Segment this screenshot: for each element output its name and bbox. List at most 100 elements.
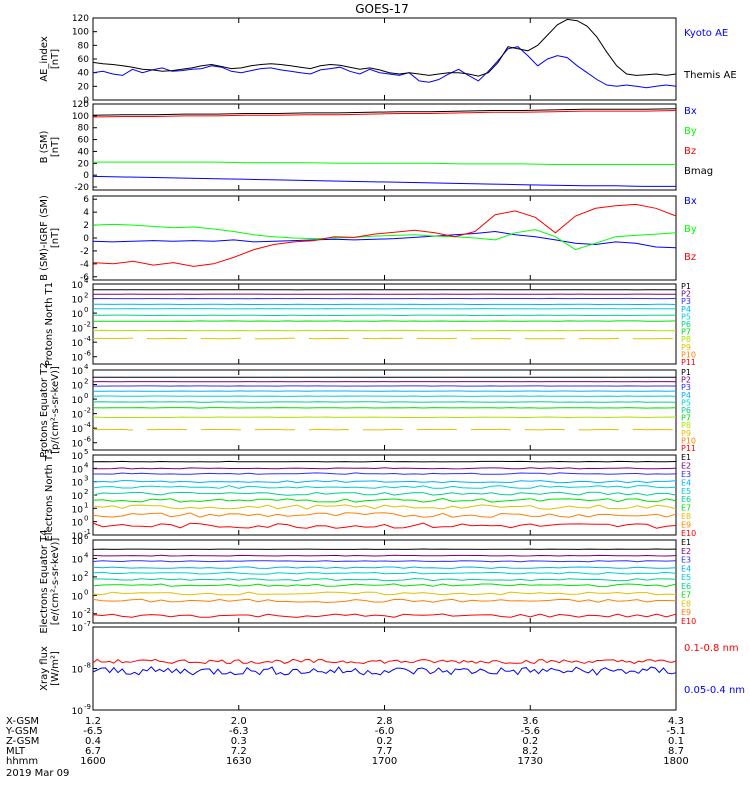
channel-label: E10: [681, 617, 696, 626]
y-tick-label: 2: [83, 221, 89, 231]
series-line: [92, 110, 677, 118]
y-tick-label: 120: [72, 14, 89, 24]
channel-label: E10: [681, 529, 696, 538]
y-tick-label: 10: [72, 281, 84, 291]
channel-label: E5: [681, 573, 691, 582]
y-tick-exponent: -2: [84, 321, 91, 329]
channel-label: E3: [681, 470, 691, 479]
y-tick-exponent: -1: [84, 528, 91, 536]
footer-value: 8.7: [668, 746, 684, 757]
y-tick-label: 10: [72, 354, 84, 364]
y-tick-label: 10: [72, 396, 84, 406]
footer-value: -5.6: [520, 726, 540, 737]
y-tick-exponent: -2: [84, 407, 91, 415]
series-line: [92, 175, 676, 187]
series-line: [93, 161, 676, 165]
y-tick-exponent: 0: [84, 515, 88, 523]
channel-label: E5: [681, 487, 691, 496]
channel-label: P1: [681, 368, 691, 377]
channel-label: E4: [681, 564, 691, 573]
channel-label: P3: [681, 383, 691, 392]
channel-label: E4: [681, 478, 691, 487]
y-tick-label: 10: [72, 382, 84, 392]
y-tick-exponent: 4: [84, 363, 89, 371]
series-line: [92, 46, 677, 89]
y-tick-label: 10: [72, 465, 84, 475]
footer-value: 0.1: [668, 736, 684, 747]
y-axis-label: Electrons Equator T4: [39, 529, 50, 633]
y-axis-label: [W/m²]: [50, 651, 61, 686]
channel-line: [92, 583, 677, 588]
y-tick-label: 10: [72, 411, 84, 421]
y-axis-label: [p/(cm²-s-sr-keV)]: [50, 366, 61, 454]
legend-label: Bz: [684, 146, 696, 157]
y-tick-label: 10: [72, 425, 84, 435]
y-tick-label: 0: [83, 96, 89, 106]
y-tick-exponent: -4: [84, 421, 92, 429]
y-axis-label: [nT]: [50, 137, 61, 157]
y-axis-label: [e/(cm²-s-sr-keV)]: [50, 538, 61, 626]
y-tick-label: 0: [83, 234, 89, 244]
date-label: 2019 Mar 09: [6, 768, 69, 779]
panel-frame: [92, 283, 677, 365]
y-axis-label: Electrons North T3: [44, 448, 55, 541]
channel-label: P6: [681, 406, 691, 415]
channel-line: [92, 571, 677, 575]
legend-label: 0.1-0.8 nm: [684, 643, 739, 654]
footer-row-label: Z-GSM: [6, 736, 39, 747]
legend-label: Kyoto AE: [684, 28, 728, 39]
footer-value: 0.4: [85, 736, 101, 747]
footer-value: 8.2: [522, 746, 538, 757]
y-tick-label: -2: [80, 247, 89, 257]
y-tick-exponent: 1: [84, 501, 88, 509]
channel-line: [93, 472, 677, 475]
channel-label: P7: [681, 414, 691, 423]
y-tick-exponent: -2: [84, 607, 91, 615]
series-line: [92, 203, 677, 267]
y-axis-label: B (SM): [39, 130, 50, 163]
footer-value: -6.3: [229, 726, 249, 737]
channel-label: P2: [681, 290, 691, 299]
legend-label: By: [684, 224, 697, 235]
footer-value: 2.0: [231, 716, 247, 727]
y-tick-label: 10: [72, 505, 84, 515]
y-axis-label: Xray flux: [39, 646, 50, 691]
legend-label: Themis AE: [683, 70, 737, 81]
footer-value: 1800: [663, 756, 688, 767]
y-tick-label: 10: [72, 707, 84, 717]
footer-value: -6.5: [83, 726, 103, 737]
y-tick-exponent: -9: [84, 703, 91, 711]
channel-line: [93, 578, 677, 582]
y-tick-label: 80: [78, 41, 90, 51]
footer-value: 1600: [80, 756, 105, 767]
xray-line: [92, 658, 677, 665]
y-tick-label: 20: [78, 159, 90, 169]
channel-line: [93, 428, 677, 431]
y-tick-label: 10: [72, 666, 84, 676]
footer-value: 2.8: [377, 716, 393, 727]
channel-label: P10: [681, 350, 696, 359]
y-tick-label: 6: [83, 195, 89, 205]
y-tick-exponent: 4: [84, 551, 89, 559]
y-tick-label: 10: [72, 452, 84, 462]
y-tick-exponent: 4: [84, 277, 89, 285]
channel-line: [92, 512, 677, 518]
channel-label: P8: [681, 421, 691, 430]
y-tick-label: 0: [83, 171, 89, 181]
y-tick-label: 60: [78, 136, 90, 146]
y-tick-label: 10: [72, 479, 84, 489]
series-line: [92, 18, 677, 77]
y-tick-label: 10: [72, 310, 84, 320]
legend-label: Bx: [684, 196, 697, 207]
y-tick-exponent: 2: [84, 488, 88, 496]
y-axis-label: AE_index: [39, 36, 50, 82]
channel-label: E9: [681, 521, 691, 530]
figure-title: GOES-17: [355, 2, 409, 16]
channel-line: [92, 497, 677, 503]
channel-label: E2: [681, 547, 691, 556]
channel-label: E8: [681, 599, 691, 608]
y-tick-label: 10: [72, 537, 84, 547]
